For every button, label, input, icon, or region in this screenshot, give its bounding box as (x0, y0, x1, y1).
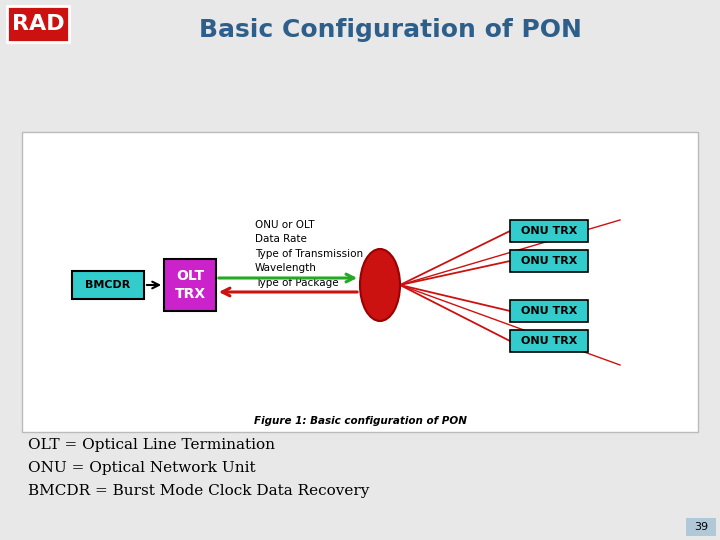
FancyBboxPatch shape (7, 6, 69, 42)
Text: ONU TRX: ONU TRX (521, 336, 577, 346)
Text: OLT = Optical Line Termination: OLT = Optical Line Termination (28, 438, 275, 452)
FancyBboxPatch shape (72, 271, 144, 299)
FancyBboxPatch shape (510, 300, 588, 322)
FancyBboxPatch shape (510, 220, 588, 242)
Ellipse shape (360, 249, 400, 321)
Text: ONU TRX: ONU TRX (521, 306, 577, 316)
FancyBboxPatch shape (510, 330, 588, 352)
FancyBboxPatch shape (164, 259, 216, 311)
Text: ONU TRX: ONU TRX (521, 226, 577, 236)
Text: 39: 39 (694, 522, 708, 532)
Text: Basic Configuration of PON: Basic Configuration of PON (199, 18, 582, 42)
Text: ONU = Optical Network Unit: ONU = Optical Network Unit (28, 461, 256, 475)
FancyBboxPatch shape (22, 132, 698, 432)
Text: BMCDR: BMCDR (86, 280, 130, 290)
Text: BMCDR = Burst Mode Clock Data Recovery: BMCDR = Burst Mode Clock Data Recovery (28, 484, 369, 498)
Text: ONU or OLT
Data Rate
Type of Transmission
Wavelength
Type of Package: ONU or OLT Data Rate Type of Transmissio… (255, 220, 363, 288)
Text: OLT
TRX: OLT TRX (174, 269, 206, 301)
Text: Figure 1: Basic configuration of PON: Figure 1: Basic configuration of PON (253, 416, 467, 426)
FancyBboxPatch shape (686, 518, 716, 536)
Text: ONU TRX: ONU TRX (521, 256, 577, 266)
Text: RAD: RAD (12, 14, 64, 34)
FancyBboxPatch shape (510, 250, 588, 272)
